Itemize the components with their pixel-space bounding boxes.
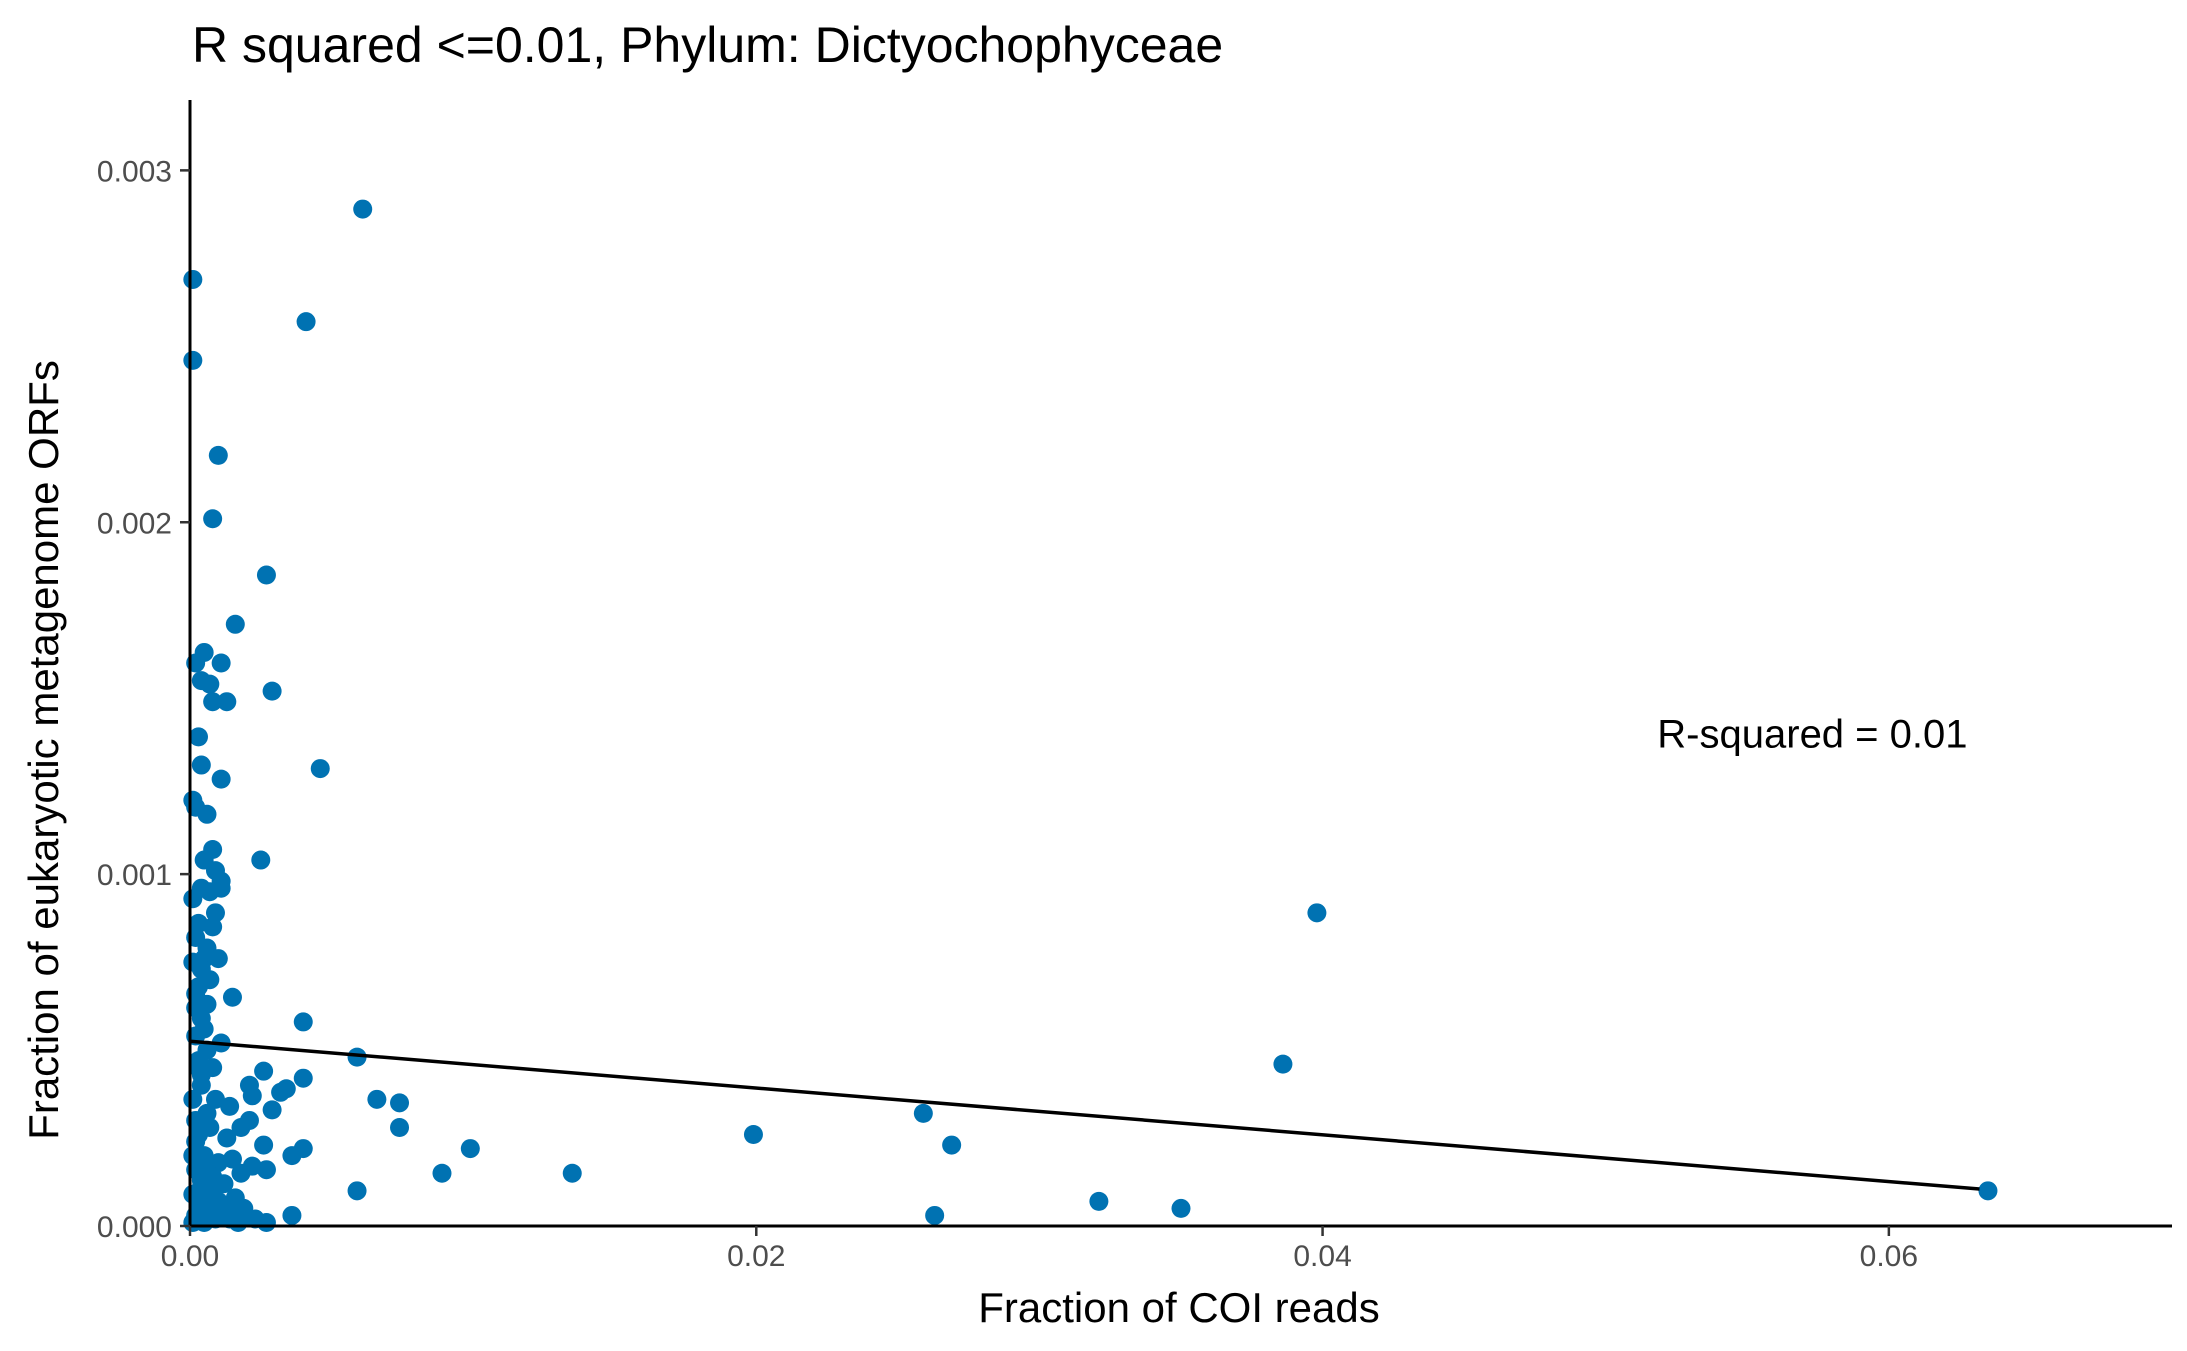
data-point (203, 509, 223, 529)
x-axis-title: Fraction of COI reads (978, 1284, 1379, 1331)
data-point (743, 1125, 763, 1145)
data-point (262, 681, 282, 701)
data-point (242, 1086, 262, 1106)
data-point (208, 949, 228, 969)
data-point (347, 1181, 367, 1201)
data-point (183, 889, 203, 909)
data-point (183, 952, 203, 972)
data-point (282, 1146, 302, 1166)
data-point (197, 1153, 217, 1173)
data-point (262, 1100, 282, 1120)
data-point (200, 674, 220, 694)
data-point (367, 1089, 387, 1109)
data-point (1273, 1054, 1293, 1074)
y-axis-title: Fraction of eukaryotic metagenome ORFs (20, 360, 67, 1140)
data-point (188, 1058, 208, 1078)
data-point (256, 565, 276, 585)
data-point (191, 1075, 211, 1095)
y-axis-ticks: 0.000 0.001 0.002 0.003 (97, 155, 190, 1244)
x-tick-label: 0.04 (1293, 1240, 1351, 1273)
data-point (183, 1212, 203, 1232)
data-point (254, 1061, 274, 1081)
data-point (296, 312, 316, 332)
data-point (200, 1205, 220, 1225)
data-point (347, 1047, 367, 1067)
data-point (203, 917, 223, 937)
chart-title: R squared <=0.01, Phylum: Dictyochophyce… (192, 17, 1223, 73)
data-point (1978, 1181, 1998, 1201)
data-point (562, 1163, 582, 1183)
data-point (1089, 1191, 1109, 1211)
data-point (203, 692, 223, 712)
data-point (310, 759, 330, 779)
data-point (1171, 1198, 1191, 1218)
y-tick-label: 0.000 (97, 1211, 172, 1244)
data-point (183, 1089, 203, 1109)
x-tick-label: 0.00 (161, 1240, 219, 1273)
data-point (256, 1212, 276, 1232)
data-point (191, 755, 211, 775)
x-tick-label: 0.06 (1860, 1240, 1918, 1273)
y-tick-label: 0.003 (97, 155, 172, 188)
data-point (194, 1184, 214, 1204)
data-point (205, 903, 225, 923)
r-squared-annotation: R-squared = 0.01 (1657, 712, 1967, 756)
y-tick-label: 0.001 (97, 859, 172, 892)
data-point (211, 653, 231, 673)
data-point (432, 1163, 452, 1183)
data-point (256, 1160, 276, 1180)
data-point (1307, 903, 1327, 923)
data-point (222, 987, 242, 1007)
y-tick-label: 0.002 (97, 507, 172, 540)
data-point (225, 614, 245, 634)
data-point (220, 1096, 240, 1116)
data-point (282, 1205, 302, 1225)
data-point (217, 692, 237, 712)
data-point (188, 727, 208, 747)
data-point (208, 445, 228, 465)
data-point (211, 878, 231, 898)
data-point (913, 1103, 933, 1123)
data-point (293, 1012, 313, 1032)
data-point (205, 1089, 225, 1109)
data-point (211, 769, 231, 789)
data-point (293, 1068, 313, 1088)
data-point (460, 1139, 480, 1159)
data-point (197, 804, 217, 824)
data-point (271, 1082, 291, 1102)
data-point (942, 1135, 962, 1155)
data-point (231, 1163, 251, 1183)
data-point (183, 350, 203, 370)
data-point (251, 850, 271, 870)
x-tick-label: 0.02 (727, 1240, 785, 1273)
data-point (183, 269, 203, 289)
x-axis-ticks: 0.00 0.02 0.04 0.06 (161, 1226, 1918, 1273)
data-point (231, 1117, 251, 1137)
data-point (217, 1128, 237, 1148)
data-point (390, 1093, 410, 1113)
data-point (254, 1135, 274, 1155)
data-point (390, 1117, 410, 1137)
data-point (353, 199, 373, 219)
data-point (925, 1205, 945, 1225)
regression-line (189, 1039, 1980, 1191)
data-point (228, 1212, 248, 1232)
data-point (200, 1117, 220, 1137)
